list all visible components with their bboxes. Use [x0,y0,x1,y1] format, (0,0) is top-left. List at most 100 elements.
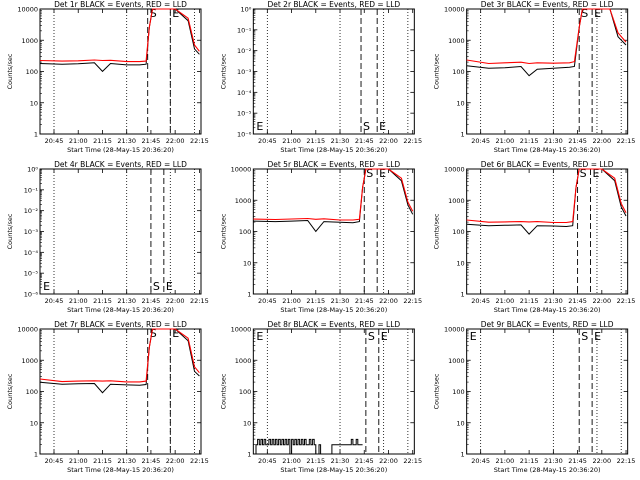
marker-label-e: E [43,280,50,293]
x-tick-label: 22:00 [379,137,398,145]
marker-label-s: S [150,7,157,20]
y-tick-label: 1 [461,131,465,139]
y-tick-label: 100 [239,228,251,236]
x-tick-label: 21:45 [142,297,161,305]
x-tick-label: 21:15 [306,297,325,305]
y-tick-label: 1000 [448,357,465,365]
y-tick-label: 10 [243,419,251,427]
y-tick-label: 1000 [235,197,252,205]
marker-label-e: E [379,167,386,180]
x-tick-label: 21:00 [496,137,515,145]
x-axis-label: Start Time (28-May-15 20:36:20) [494,466,601,474]
y-tick-label: 10⁻⁶ [24,291,39,299]
x-tick-label: 21:45 [355,457,374,465]
y-axis-label: Counts/sec [433,53,441,89]
x-tick-label: 21:45 [568,297,587,305]
plot-frame [39,328,202,455]
y-tick-label: 10⁻¹ [24,186,39,194]
marker-label-s: S [366,167,373,180]
y-tick-label: 1 [461,451,465,459]
y-tick-label: 1000 [235,357,252,365]
y-tick-label: 100 [239,388,251,396]
x-tick-label: 21:15 [306,457,325,465]
y-tick-label: 10⁻² [237,47,252,55]
x-tick-label: 21:30 [117,457,136,465]
x-tick-label: 22:00 [592,297,611,305]
y-tick-label: 1000 [21,357,38,365]
x-tick-label: 20:45 [45,137,64,145]
y-tick-label: 100 [452,228,464,236]
y-tick-label: 10⁻² [24,207,39,215]
marker-label-e: E [594,330,601,343]
panel-title: Det 1r BLACK = Events, RED = LLD [54,0,187,9]
x-tick-label: 21:15 [520,137,539,145]
y-tick-label: 10⁻⁴ [24,249,39,257]
y-tick-label: 10⁻³ [24,228,39,236]
x-tick-label: 21:30 [117,297,136,305]
x-tick-label: 22:15 [617,457,636,465]
marker-label-e: E [379,120,386,133]
marker-label-e: E [256,330,263,343]
x-tick-label: 22:15 [403,297,422,305]
y-tick-label: 1 [34,451,38,459]
x-tick-label: 21:15 [93,137,112,145]
series-events-line [254,438,363,455]
x-tick-label: 22:00 [166,137,185,145]
x-tick-label: 20:45 [258,457,277,465]
x-tick-label: 21:00 [282,137,301,145]
x-tick-label: 21:30 [117,137,136,145]
x-tick-label: 20:45 [258,297,277,305]
y-tick-label: 10⁻³ [237,68,252,76]
y-axis-label: Counts/sec [219,53,227,89]
x-tick-label: 22:15 [190,457,209,465]
series-events-line [39,8,200,73]
series-events-line [253,168,414,233]
x-tick-label: 22:00 [592,457,611,465]
plot-frame [466,328,629,455]
y-tick-label: 10⁻⁴ [237,89,252,97]
marker-label-s: S [150,327,157,340]
x-tick-label: 21:30 [544,297,563,305]
y-tick-label: 100 [452,68,464,76]
series-lld-line [253,168,414,221]
x-tick-label: 21:00 [282,297,301,305]
series-events-line [466,8,627,77]
y-tick-label: 10 [456,419,464,427]
x-tick-label: 22:00 [592,137,611,145]
x-axis-label: Start Time (28-May-15 20:36:20) [280,146,387,154]
y-tick-label: 10 [243,259,251,267]
x-tick-label: 21:45 [355,297,374,305]
x-tick-label: 21:45 [355,137,374,145]
x-axis-label: Start Time (28-May-15 20:36:20) [280,466,387,474]
y-tick-label: 100 [26,388,38,396]
plot-frame [39,168,202,295]
y-tick-label: 10⁻¹ [237,26,252,34]
y-tick-label: 1000 [21,37,38,45]
x-tick-label: 21:15 [93,297,112,305]
panel-title: Det 9r BLACK = Events, RED = LLD [481,320,614,329]
x-tick-label: 21:45 [142,457,161,465]
panel-title: Det 2r BLACK = Events, RED = LLD [267,0,400,9]
x-tick-label: 21:00 [496,297,515,305]
x-tick-label: 21:30 [331,297,350,305]
x-tick-label: 22:15 [403,137,422,145]
panel-title: Det 4r BLACK = Events, RED = LLD [54,160,187,169]
x-axis-label: Start Time (28-May-15 20:36:20) [494,306,601,314]
marker-label-e: E [381,330,388,343]
y-tick-label: 10000 [17,6,38,14]
series-lld-line [39,8,200,63]
marker-label-s: S [153,280,160,293]
y-tick-label: 1000 [448,37,465,45]
y-tick-label: 10000 [444,326,465,334]
marker-label-e: E [470,330,477,343]
x-tick-label: 20:45 [45,297,64,305]
marker-label-s: S [368,330,375,343]
marker-label-s: S [580,167,587,180]
y-tick-label: 10⁻⁶ [237,131,252,139]
x-tick-label: 22:00 [379,457,398,465]
y-tick-label: 10 [456,99,464,107]
series-lld-line [466,8,627,65]
x-tick-label: 22:15 [190,297,209,305]
